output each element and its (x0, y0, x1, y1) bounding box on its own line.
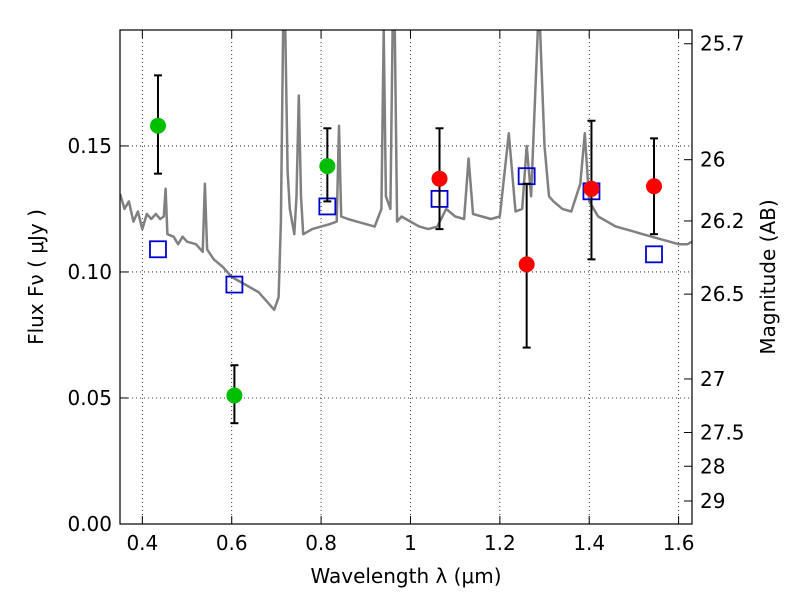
plot-frame (119, 29, 693, 525)
axis-ticks: 0.4 0.6 0.8 1 1.2 1.4 1.6 0.00 0.05 0.10 0.15 25.7 2… (67, 30, 745, 555)
right-tick-label: 26.2 (700, 209, 745, 233)
x-tick-label: 1 (404, 531, 417, 555)
x-tick-label: 1.6 (663, 531, 695, 555)
observed-point (149, 117, 166, 134)
x-tick-label: 1.4 (573, 531, 605, 555)
x-tick-label: 0.4 (126, 531, 158, 555)
right-tick-label: 28 (700, 454, 725, 478)
y-tick-label: 0.05 (67, 386, 112, 410)
right-tick-label: 27.5 (700, 420, 745, 444)
right-tick-label: 27 (700, 367, 725, 391)
y-tick-label: 0.00 (67, 512, 112, 536)
observed-point (319, 158, 336, 175)
y-tick-label: 0.15 (67, 134, 112, 158)
x-tick-label: 0.8 (305, 531, 337, 555)
x-axis-label: Wavelength λ (μm) (310, 564, 501, 588)
x-tick-label: 1.2 (484, 531, 516, 555)
y-axis-label: Flux Fν ( μJy ) (24, 209, 48, 345)
model-spectrum-line (120, 30, 692, 312)
right-tick-label: 26.5 (700, 282, 745, 306)
observed-point (646, 178, 663, 195)
y-axis-label-right: Magnitude (AB) (756, 199, 780, 354)
model-photometry-square (645, 245, 663, 264)
right-tick-label: 26 (700, 148, 725, 172)
observed-point (431, 170, 448, 187)
observed-point (226, 387, 243, 404)
model-photometry-square (225, 275, 244, 294)
observed-point (583, 180, 600, 197)
model-photometry-square (149, 240, 167, 259)
observed-point (518, 256, 535, 273)
x-tick-label: 0.6 (216, 531, 248, 555)
right-tick-label: 29 (700, 489, 725, 513)
right-tick-label: 25.7 (700, 32, 745, 56)
plot-area (120, 30, 692, 425)
y-tick-label: 0.10 (67, 260, 112, 284)
grid (120, 30, 692, 524)
